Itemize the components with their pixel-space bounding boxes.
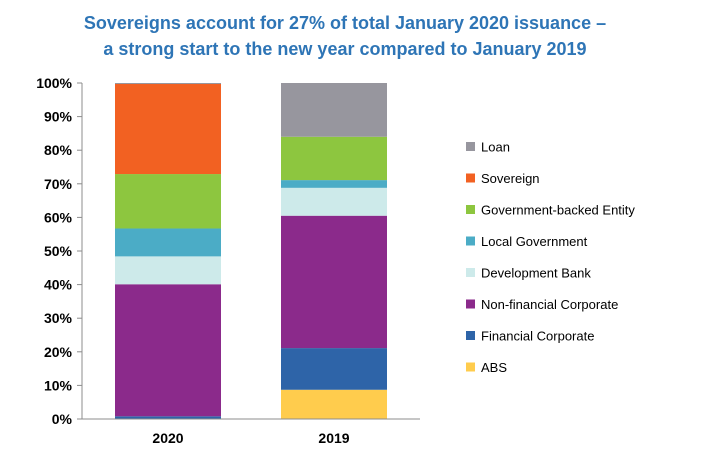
legend-swatch-government-backed-entity bbox=[466, 205, 475, 214]
legend-swatch-financial-corporate bbox=[466, 331, 475, 340]
legend-label: Sovereign bbox=[481, 171, 540, 186]
y-tick-label: 80% bbox=[44, 142, 73, 158]
legend-label: Development Bank bbox=[481, 266, 591, 281]
bars-group: 2020 2019 bbox=[115, 83, 387, 446]
legend-swatch-loan bbox=[466, 142, 475, 151]
legend-label: Local Government bbox=[481, 234, 588, 249]
y-tick-label: 60% bbox=[44, 209, 73, 225]
legend-label: Financial Corporate bbox=[481, 329, 594, 344]
bar-segment-2020-financial-corporate bbox=[115, 416, 221, 419]
x-tick-label: 2019 bbox=[318, 430, 349, 446]
bar-segment-2019-loan bbox=[281, 83, 387, 137]
bar-segment-2020-sovereign bbox=[115, 84, 221, 175]
bar-segment-2019-non-financial-corporate bbox=[281, 215, 387, 349]
y-tick-label: 50% bbox=[44, 243, 73, 259]
bar-segment-2019-government-backed-entity bbox=[281, 136, 387, 181]
legend-swatch-sovereign bbox=[466, 173, 475, 183]
bar-segment-2019-abs bbox=[281, 389, 387, 419]
axes-group: 0% 10% 20% 30% 40% 50% 60% 70% 80% 90% 100% bbox=[36, 75, 420, 427]
y-tick-label: 10% bbox=[44, 377, 73, 393]
legend-swatch-abs bbox=[466, 362, 475, 372]
y-tick-label: 30% bbox=[44, 310, 73, 326]
legend-label: Loan bbox=[481, 140, 510, 155]
bar-segment-2020-development-bank bbox=[115, 256, 221, 285]
y-tick-label: 90% bbox=[44, 109, 73, 125]
bar-segment-2020-local-government bbox=[115, 228, 221, 257]
bar-segment-2020-loan bbox=[115, 83, 221, 85]
bar-segment-2020-government-backed-entity bbox=[115, 174, 221, 229]
chart-title-line-2: a strong start to the new year compared … bbox=[103, 39, 586, 59]
y-tick-label: 20% bbox=[44, 344, 73, 360]
x-tick-label: 2020 bbox=[152, 430, 183, 446]
legend-label: ABS bbox=[481, 360, 507, 375]
legend-swatch-non-financial-corporate bbox=[466, 299, 475, 309]
bar-segment-2019-development-bank bbox=[281, 187, 387, 216]
legend-label: Non-financial Corporate bbox=[481, 297, 618, 312]
legend-label: Government-backed Entity bbox=[481, 203, 635, 218]
bar-segment-2019-local-government bbox=[281, 180, 387, 188]
y-tick-label: 70% bbox=[44, 176, 73, 192]
legend-swatch-local-government bbox=[466, 236, 475, 246]
y-tick-label: 40% bbox=[44, 277, 73, 293]
legend-swatch-development-bank bbox=[466, 268, 475, 277]
bar-segment-2019-financial-corporate bbox=[281, 348, 387, 390]
y-tick-label: 100% bbox=[36, 75, 72, 91]
y-tick-label: 0% bbox=[52, 411, 73, 427]
bar-segment-2020-non-financial-corporate bbox=[115, 284, 221, 417]
chart-title-line-1: Sovereigns account for 27% of total Janu… bbox=[84, 13, 606, 33]
legend: Loan Sovereign Government-backed Entity Loc… bbox=[466, 140, 635, 375]
